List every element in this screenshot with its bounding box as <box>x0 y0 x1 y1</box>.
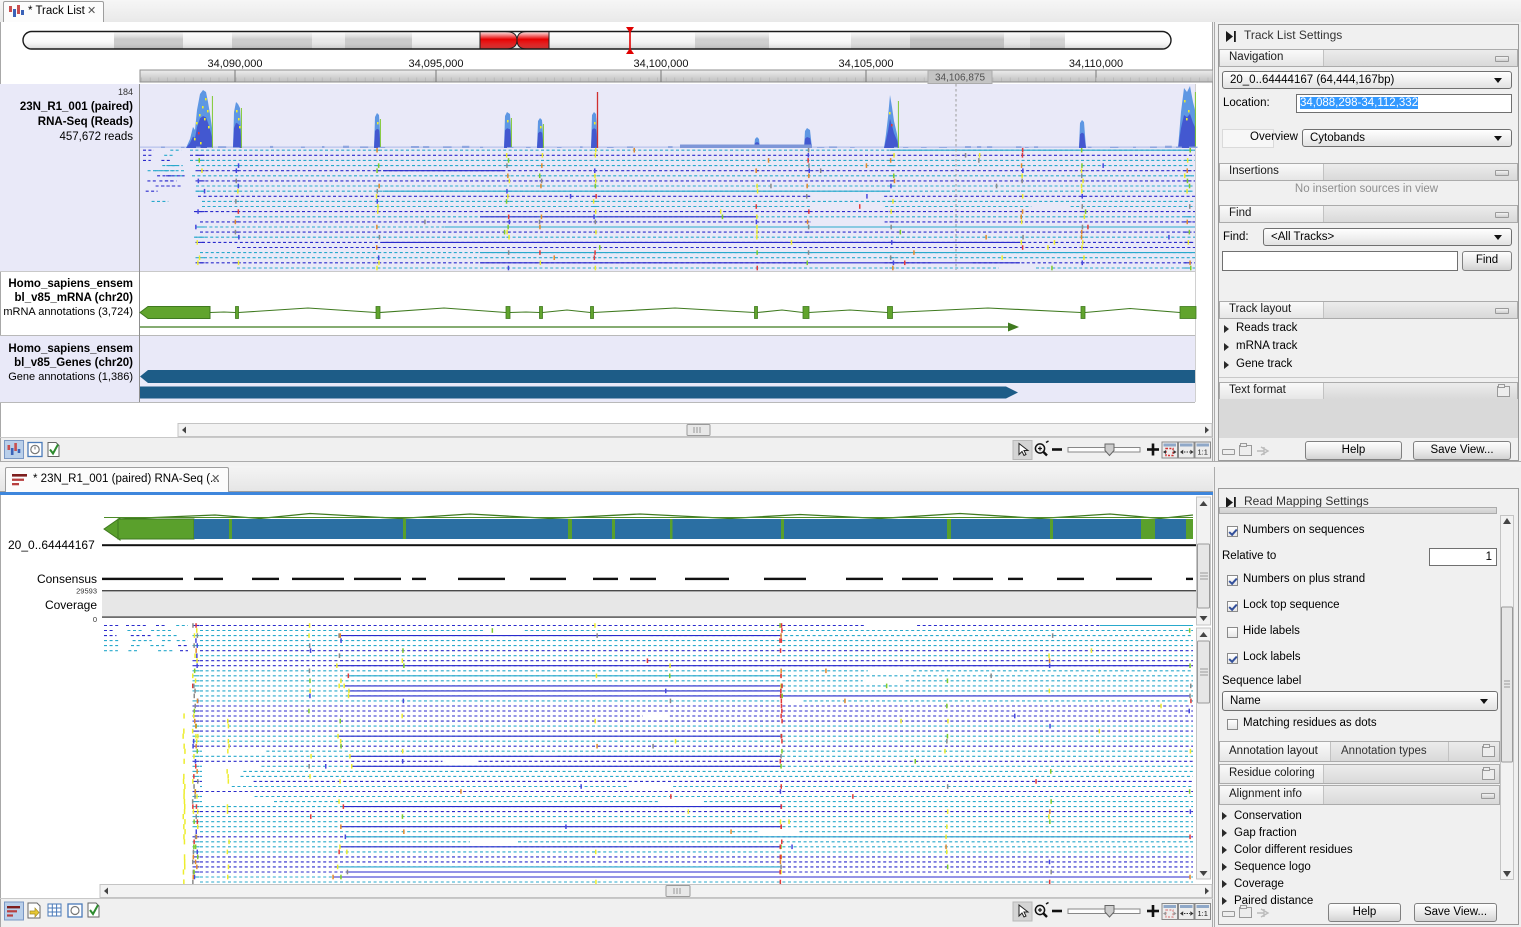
svg-text:34,110,000: 34,110,000 <box>1069 58 1123 70</box>
svg-text:bl_v85_mRNA (chr20): bl_v85_mRNA (chr20) <box>15 292 134 304</box>
svg-text:34,106,875: 34,106,875 <box>935 73 985 84</box>
svg-text:Consensus: Consensus <box>37 572 97 586</box>
svg-text:457,672 reads: 457,672 reads <box>59 131 133 143</box>
svg-text:1:1: 1:1 <box>1197 448 1207 457</box>
svg-text:Homo_sapiens_ensem: Homo_sapiens_ensem <box>8 278 133 290</box>
svg-text:0: 0 <box>93 615 97 624</box>
svg-text:RNA-Seq (Reads): RNA-Seq (Reads) <box>38 116 133 128</box>
svg-text:29593: 29593 <box>76 587 97 596</box>
svg-text:20_0..64444167: 20_0..64444167 <box>8 538 95 552</box>
svg-text:184: 184 <box>118 87 133 97</box>
svg-text:mRNA annotations (3,724): mRNA annotations (3,724) <box>3 306 133 318</box>
svg-text:23N_R1_001 (paired): 23N_R1_001 (paired) <box>20 101 133 113</box>
svg-text:34,090,000: 34,090,000 <box>207 58 262 70</box>
svg-text:34,095,000: 34,095,000 <box>408 58 463 70</box>
svg-text:Coverage: Coverage <box>45 598 97 612</box>
svg-text:Homo_sapiens_ensem: Homo_sapiens_ensem <box>8 343 133 355</box>
svg-text:1:1: 1:1 <box>1197 909 1207 918</box>
svg-text:34,100,000: 34,100,000 <box>633 58 688 70</box>
svg-text:Gene annotations (1,386): Gene annotations (1,386) <box>8 371 133 383</box>
svg-text:bl_v85_Genes (chr20): bl_v85_Genes (chr20) <box>14 357 133 369</box>
svg-text:34,105,000: 34,105,000 <box>838 58 893 70</box>
